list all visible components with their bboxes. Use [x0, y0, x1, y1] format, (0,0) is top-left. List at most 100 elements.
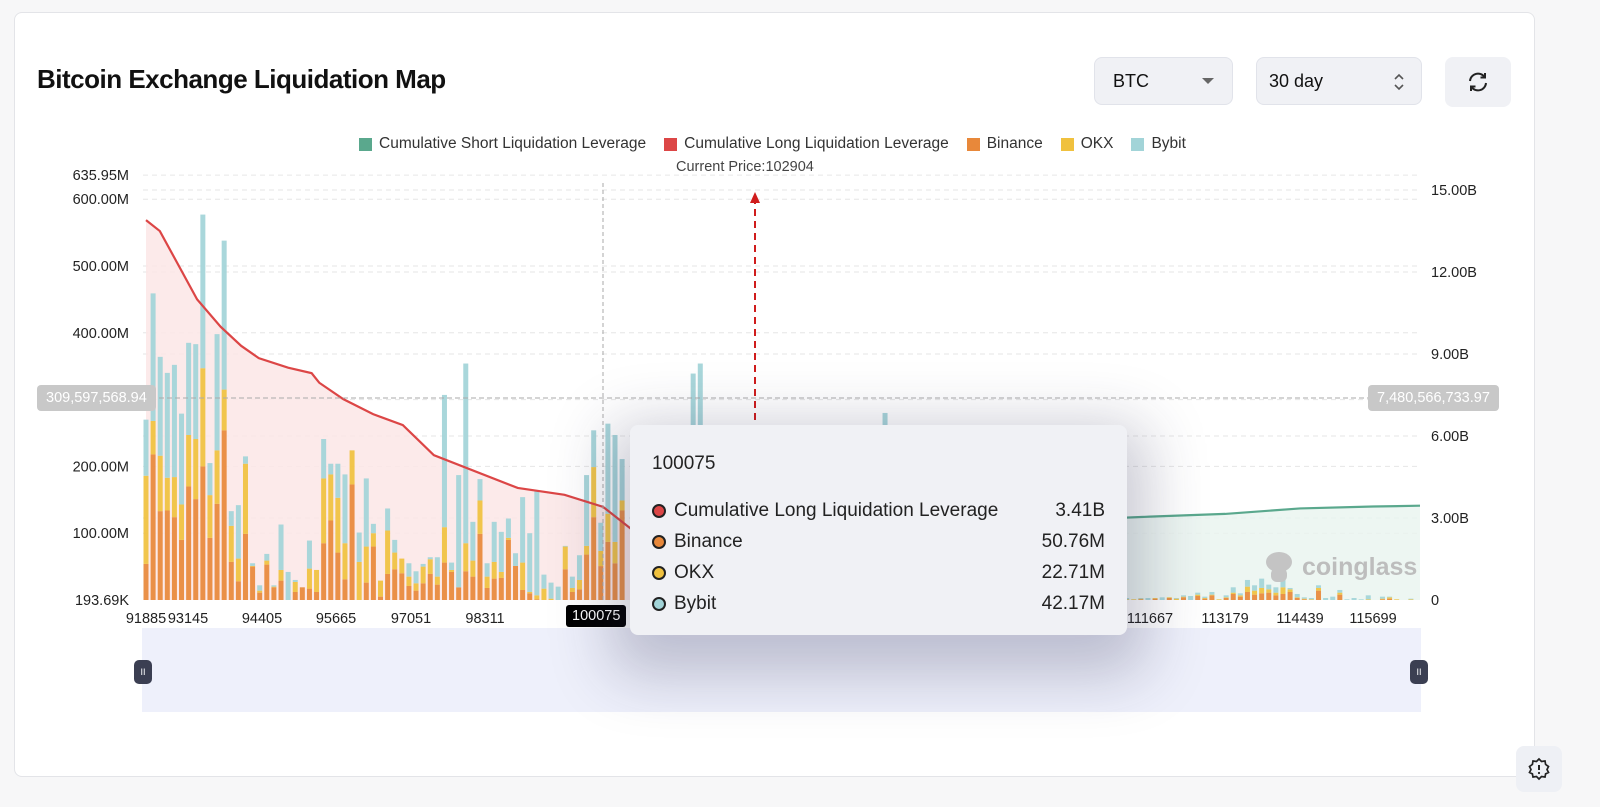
bar-binance — [335, 552, 341, 600]
bar-okx — [157, 455, 163, 512]
bar-binance — [1138, 599, 1144, 600]
bar-okx — [477, 500, 483, 534]
bar-bybit — [335, 463, 341, 498]
bar-okx — [1266, 589, 1272, 593]
bar-bybit — [356, 532, 362, 562]
bar-okx — [143, 475, 149, 564]
bar-bybit — [527, 533, 533, 592]
legend-item-okx[interactable]: OKX — [1060, 135, 1114, 153]
bar-okx — [562, 546, 568, 570]
bar-okx — [591, 467, 597, 518]
bar-binance — [228, 561, 234, 600]
bar-binance — [1294, 597, 1300, 600]
slider-handle-right[interactable]: II — [1410, 660, 1428, 684]
bar-okx — [449, 569, 455, 572]
legend-item-long[interactable]: Cumulative Long Liquidation Leverage — [664, 135, 949, 153]
bar-binance — [342, 579, 348, 600]
badge-alert-icon — [1528, 757, 1550, 781]
bar-okx — [278, 569, 284, 581]
bar-bybit — [584, 475, 590, 546]
bar-binance — [221, 430, 227, 600]
bar-bybit — [1294, 593, 1300, 598]
bar-okx — [207, 495, 213, 538]
bar-bybit — [1180, 595, 1186, 597]
legend-label: OKX — [1080, 135, 1114, 152]
bar-okx — [1216, 599, 1222, 600]
bar-binance — [370, 546, 376, 600]
bar-binance — [1301, 599, 1307, 600]
bar-bybit — [1173, 597, 1179, 599]
bar-okx — [612, 541, 618, 564]
bar-okx — [242, 463, 248, 534]
right-axis-tick: 3.00B — [1431, 511, 1469, 527]
bar-okx — [1252, 590, 1258, 595]
refresh-button[interactable] — [1445, 57, 1511, 107]
bar-bybit — [1209, 591, 1215, 595]
bar-binance — [157, 511, 163, 600]
bar-okx — [1365, 599, 1371, 600]
bar-bybit — [470, 521, 476, 561]
current-price-arrow — [750, 192, 760, 203]
alert-button[interactable] — [1516, 746, 1562, 792]
bar-bybit — [1259, 578, 1265, 588]
bar-bybit — [1408, 598, 1414, 600]
bar-binance — [1230, 593, 1236, 600]
bar-okx — [470, 560, 476, 577]
refresh-icon — [1469, 72, 1487, 92]
range-slider[interactable] — [142, 628, 1421, 712]
bar-binance — [292, 591, 298, 600]
coinglass-watermark: coinglass — [1262, 548, 1417, 586]
bar-okx — [392, 552, 398, 570]
bar-okx — [1408, 599, 1414, 600]
bar-binance — [378, 596, 384, 600]
bar-bybit — [257, 585, 263, 591]
bar-okx — [292, 581, 298, 592]
bar-binance — [207, 537, 213, 600]
bar-binance — [576, 589, 582, 600]
slider-handle-left[interactable]: II — [134, 660, 152, 684]
bar-bybit — [250, 563, 256, 566]
bar-okx — [1273, 592, 1279, 596]
bar-bybit — [278, 524, 284, 570]
chart-legend: Cumulative Short Liquidation Leverage Cu… — [0, 135, 1545, 153]
legend-item-binance[interactable]: Binance — [966, 135, 1043, 153]
tooltip-title: 100075 — [652, 453, 716, 474]
bar-okx — [179, 504, 185, 540]
bar-binance — [1244, 591, 1250, 600]
bar-okx — [541, 588, 547, 600]
tooltip-row: Bybit 42.17M — [652, 588, 1105, 619]
bar-okx — [1294, 597, 1300, 598]
tooltip-value: 50.76M — [1041, 530, 1105, 552]
bar-binance — [1195, 595, 1201, 600]
bar-binance — [505, 539, 511, 600]
tooltip-label: Bybit — [674, 592, 717, 614]
bar-bybit — [534, 491, 540, 596]
bar-okx — [413, 583, 419, 591]
left-axis-tick: 400.00M — [73, 326, 129, 342]
bar-binance — [328, 520, 334, 600]
bar-bybit — [1365, 595, 1371, 600]
legend-label: Binance — [986, 135, 1043, 152]
bar-bybit — [1358, 599, 1364, 600]
x-axis-tick: 97051 — [391, 611, 431, 627]
bar-okx — [491, 561, 497, 579]
x-axis-tick: 95665 — [316, 611, 356, 627]
legend-item-bybit[interactable]: Bybit — [1131, 135, 1186, 153]
bar-binance — [1337, 594, 1343, 600]
legend-item-short[interactable]: Cumulative Short Liquidation Leverage — [359, 135, 646, 153]
bar-binance — [392, 569, 398, 600]
bar-bybit — [292, 579, 298, 582]
series-dot-icon — [652, 534, 666, 549]
bar-binance — [150, 454, 156, 600]
coin-select[interactable]: BTC — [1094, 57, 1233, 105]
range-select[interactable]: 30 day — [1256, 57, 1422, 105]
bar-bybit — [605, 423, 611, 514]
bar-binance — [1237, 596, 1243, 600]
tooltip-label: Cumulative Long Liquidation Leverage — [674, 499, 999, 521]
bar-binance — [1166, 597, 1172, 600]
bar-bybit — [406, 563, 412, 577]
bar-bybit — [1188, 595, 1194, 600]
bar-bybit — [1266, 584, 1272, 590]
bar-binance — [562, 569, 568, 600]
bar-bybit — [193, 344, 199, 440]
